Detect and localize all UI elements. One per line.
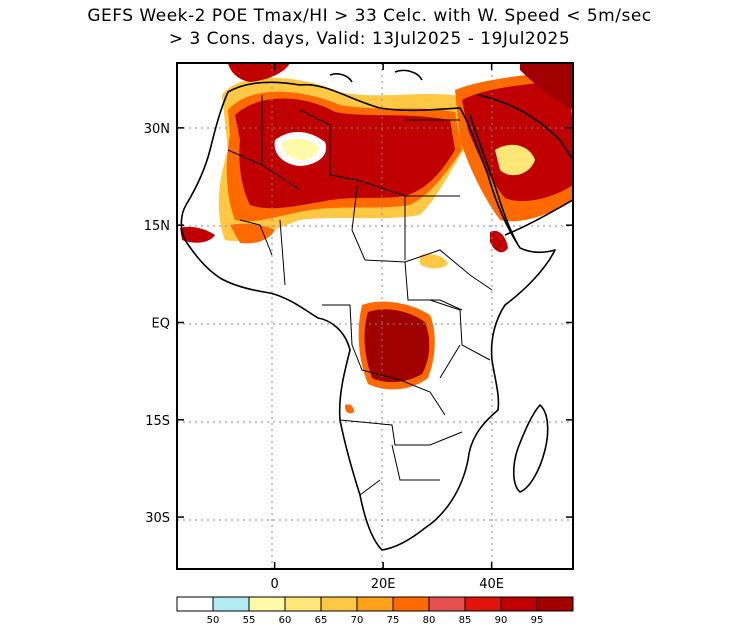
map-frame xyxy=(176,62,574,570)
shade-sahel-west xyxy=(230,223,275,244)
africa-coastline xyxy=(180,81,556,551)
shade-senegal xyxy=(180,226,215,243)
colorbar-swatch xyxy=(248,596,286,612)
colorbar-swatch xyxy=(284,596,322,612)
colorbar-label: 80 xyxy=(423,615,436,626)
colorbar-swatch xyxy=(392,596,430,612)
colorbar-swatch xyxy=(356,596,394,612)
colorbar-label: 95 xyxy=(531,615,544,626)
colorbar-label: 60 xyxy=(279,615,292,626)
map-title-line-2: > 3 Cons. days, Valid: 13Jul2025 - 19Jul… xyxy=(168,29,571,49)
shade-angola-spot xyxy=(345,404,354,414)
shade-ne-corner xyxy=(520,63,573,110)
grid-lines xyxy=(177,63,573,569)
colorbar-swatch xyxy=(536,596,574,612)
colorbar-label: 55 xyxy=(243,615,256,626)
lat-tick-label: EQ xyxy=(152,316,170,331)
colorbar-label: 50 xyxy=(207,615,220,626)
shade-eritrea xyxy=(490,230,508,253)
shade-sahara-hole-inner xyxy=(282,138,319,160)
lat-tick-label: 30S xyxy=(145,511,170,526)
shade-arabia-light xyxy=(495,144,535,176)
coastlines xyxy=(180,69,573,551)
madagascar-coast xyxy=(512,404,549,493)
lat-tick-label: 15S xyxy=(145,414,170,429)
axis-ticks: 30N 15N EQ 15S 30S 0 20E 40E xyxy=(144,63,573,592)
colorbar-label: 70 xyxy=(351,615,364,626)
red-sea-coast xyxy=(469,114,519,246)
colorbar-swatch xyxy=(464,596,502,612)
colorbar-label: 85 xyxy=(459,615,472,626)
colorbar-swatch xyxy=(428,596,466,612)
colorbar-swatch xyxy=(500,596,538,612)
shade-sahara-core xyxy=(235,98,455,209)
map-title-line-1: GEFS Week-2 POE Tmax/HI > 33 Celc. with … xyxy=(87,6,652,26)
colorbar-label: 90 xyxy=(495,615,508,626)
colorbar-swatch xyxy=(176,596,214,612)
lon-tick-label: 20E xyxy=(371,577,396,592)
shade-sudan-spot xyxy=(420,254,448,269)
lat-tick-label: 30N xyxy=(144,122,170,137)
colorbar-label: 75 xyxy=(387,615,400,626)
colorbar: 50 55 60 65 70 75 80 85 90 95 xyxy=(176,596,574,626)
country-borders xyxy=(227,95,493,496)
colorbar-swatch xyxy=(320,596,358,612)
lon-tick-label: 0 xyxy=(271,577,279,592)
lon-tick-label: 40E xyxy=(479,577,504,592)
shade-central-core xyxy=(364,309,430,383)
mediterranean-islands xyxy=(329,69,423,83)
colorbar-label: 65 xyxy=(315,615,328,626)
colorbar-swatch xyxy=(212,596,250,612)
lat-tick-label: 15N xyxy=(144,219,170,234)
